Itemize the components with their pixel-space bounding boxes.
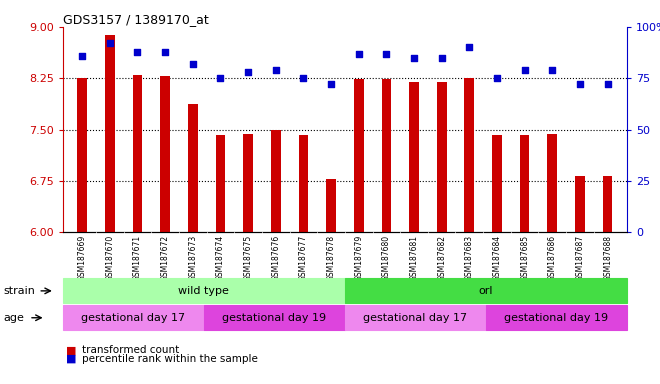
Point <box>132 48 143 55</box>
Bar <box>492 135 502 232</box>
Bar <box>216 135 225 232</box>
Bar <box>271 130 280 232</box>
Point <box>104 40 115 46</box>
Bar <box>465 78 474 232</box>
Bar <box>77 78 87 232</box>
Bar <box>548 134 557 232</box>
Bar <box>105 35 115 232</box>
Bar <box>437 82 447 232</box>
Text: GSM187670: GSM187670 <box>105 235 114 281</box>
Point <box>381 51 391 57</box>
Bar <box>243 134 253 232</box>
Bar <box>188 104 197 232</box>
Text: GSM187672: GSM187672 <box>160 235 170 281</box>
Bar <box>603 176 612 232</box>
Text: GSM187687: GSM187687 <box>576 235 585 281</box>
Text: GSM187688: GSM187688 <box>603 235 612 281</box>
Text: GSM187681: GSM187681 <box>409 235 418 281</box>
Text: GSM187686: GSM187686 <box>548 235 557 281</box>
Bar <box>298 135 308 232</box>
Text: transformed count: transformed count <box>82 345 180 355</box>
Point <box>519 67 530 73</box>
Point <box>271 67 281 73</box>
Bar <box>160 76 170 232</box>
Text: GSM187679: GSM187679 <box>354 235 363 281</box>
Text: GDS3157 / 1389170_at: GDS3157 / 1389170_at <box>63 13 209 26</box>
Text: GSM187685: GSM187685 <box>520 235 529 281</box>
Text: GSM187678: GSM187678 <box>327 235 335 281</box>
Point <box>492 75 502 81</box>
Point <box>326 81 337 88</box>
Text: strain: strain <box>3 286 35 296</box>
Text: wild type: wild type <box>178 286 229 296</box>
Bar <box>520 135 529 232</box>
Bar <box>381 79 391 232</box>
Point <box>298 75 309 81</box>
Point <box>353 51 364 57</box>
Bar <box>133 75 142 232</box>
Point <box>187 61 198 67</box>
Text: GSM187674: GSM187674 <box>216 235 225 281</box>
Text: age: age <box>3 313 24 323</box>
Bar <box>575 176 585 232</box>
Text: GSM187671: GSM187671 <box>133 235 142 281</box>
Point <box>409 55 419 61</box>
Point <box>464 44 475 50</box>
Text: gestational day 19: gestational day 19 <box>504 313 609 323</box>
Bar <box>354 79 364 232</box>
Text: GSM187669: GSM187669 <box>78 235 86 281</box>
Text: GSM187677: GSM187677 <box>299 235 308 281</box>
Bar <box>409 82 419 232</box>
Text: percentile rank within the sample: percentile rank within the sample <box>82 354 258 364</box>
Text: orl: orl <box>478 286 493 296</box>
Text: GSM187673: GSM187673 <box>188 235 197 281</box>
Text: GSM187680: GSM187680 <box>382 235 391 281</box>
Text: ■: ■ <box>66 354 77 364</box>
Point <box>160 48 170 55</box>
Text: GSM187683: GSM187683 <box>465 235 474 281</box>
Text: gestational day 17: gestational day 17 <box>363 313 467 323</box>
Text: gestational day 17: gestational day 17 <box>81 313 185 323</box>
Point <box>436 55 447 61</box>
Text: GSM187675: GSM187675 <box>244 235 253 281</box>
Text: GSM187682: GSM187682 <box>437 235 446 281</box>
Text: GSM187684: GSM187684 <box>492 235 502 281</box>
Point <box>547 67 558 73</box>
Point <box>603 81 613 88</box>
Bar <box>326 179 336 232</box>
Point <box>243 69 253 75</box>
Point <box>215 75 226 81</box>
Point <box>77 53 87 59</box>
Point <box>575 81 585 88</box>
Text: GSM187676: GSM187676 <box>271 235 280 281</box>
Text: gestational day 19: gestational day 19 <box>222 313 327 323</box>
Text: ■: ■ <box>66 345 77 355</box>
